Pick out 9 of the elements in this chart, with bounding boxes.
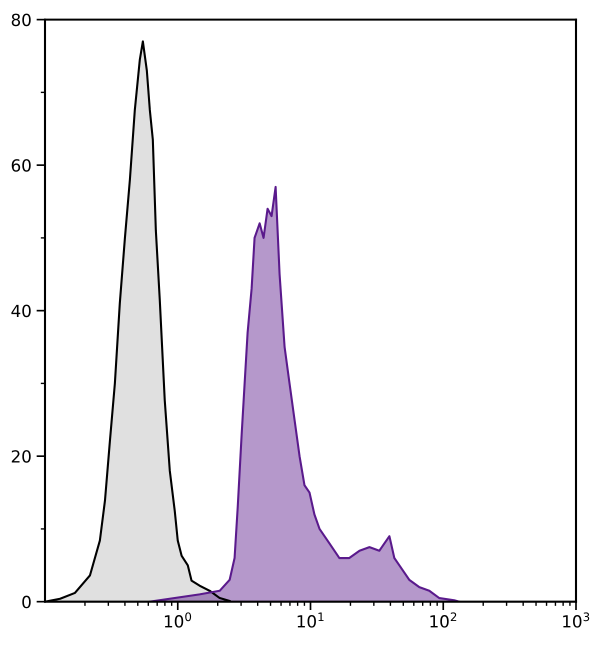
y-tick-label: 60 — [12, 159, 31, 172]
y-tick-label: 0 — [22, 596, 31, 608]
x-tick-label: 10$^{2}$ — [430, 612, 456, 628]
x-tick-label: 10$^{1}$ — [298, 612, 324, 628]
y-tick-label: 80 — [12, 14, 31, 26]
x-tick-label: 10$^{0}$ — [164, 612, 192, 628]
y-tick-label: 20 — [12, 450, 31, 463]
x-tick-label: 10$^{3}$ — [563, 612, 590, 628]
y-tick-label: 40 — [11, 304, 31, 318]
